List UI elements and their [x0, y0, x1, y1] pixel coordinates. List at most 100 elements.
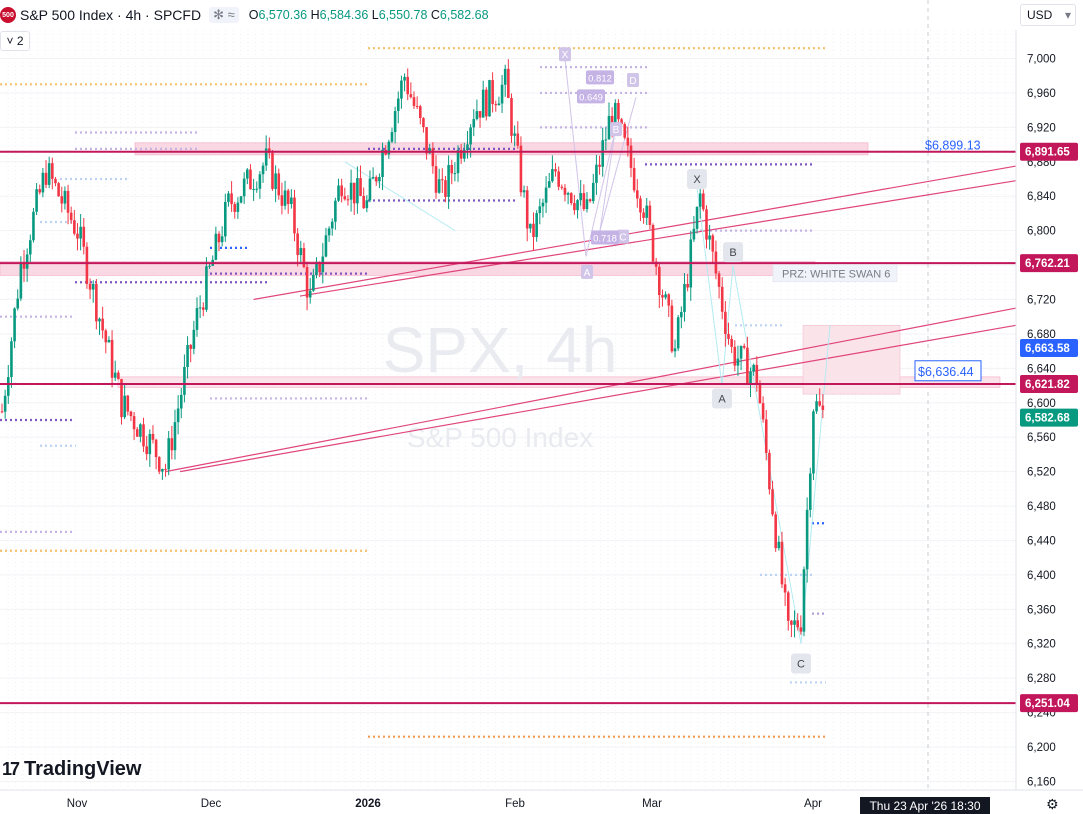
candle-body — [635, 190, 639, 199]
collapse-indicators-button[interactable]: ˅ 2 — [0, 31, 30, 51]
watermark-name: S&P 500 Index — [407, 422, 593, 453]
candle-body — [255, 188, 259, 190]
candle-body — [783, 584, 787, 593]
candle-body — [277, 173, 281, 196]
candle-body — [739, 345, 743, 359]
wave-point-bg — [712, 388, 732, 409]
pattern-leg — [599, 97, 637, 231]
candle-body — [598, 164, 601, 167]
price-tag-bg — [1020, 339, 1078, 358]
candle-body — [802, 569, 806, 632]
candle-body — [57, 183, 60, 197]
candle-body — [390, 132, 394, 142]
candle-body — [692, 228, 696, 240]
candle-body — [780, 541, 784, 585]
candle-body — [246, 169, 249, 179]
candle-body — [544, 187, 548, 203]
candle-body — [186, 345, 189, 368]
candle-body — [214, 233, 218, 260]
close-value: 6,582.68 — [439, 8, 489, 22]
candle-body — [503, 68, 507, 85]
crosshair-date-label: Thu 23 Apr '26 18:30 — [860, 797, 990, 814]
candle-body — [16, 298, 20, 309]
candle-body — [403, 76, 406, 81]
candle-body — [538, 206, 542, 214]
candle-body — [22, 262, 26, 269]
candle-body — [387, 141, 391, 155]
tradingview-logo[interactable]: 17 TradingView — [2, 758, 141, 781]
candle-body — [268, 148, 271, 153]
candle-body — [547, 181, 551, 188]
candle-body — [189, 345, 193, 349]
candle-body — [661, 295, 664, 298]
price-axis-bg — [1016, 0, 1083, 790]
candle-body — [604, 139, 608, 141]
highlight-zones — [0, 142, 1001, 395]
pattern-leg — [599, 131, 616, 231]
currency-selector[interactable]: USD ▾ — [1020, 4, 1076, 26]
candle-body — [576, 200, 579, 211]
candle-body — [566, 193, 570, 195]
candle-body — [683, 283, 686, 313]
harmonic-pattern[interactable] — [344, 58, 831, 644]
candle-body — [107, 339, 111, 343]
candle-body — [318, 262, 321, 273]
price-tick-label: 6,720 — [1027, 294, 1056, 306]
price-axis[interactable]: 7,0006,9606,9206,8806,8406,8006,7606,720… — [1015, 0, 1083, 790]
candle-body — [66, 190, 70, 213]
candle-body — [796, 620, 799, 628]
trendline-upper — [299, 180, 1017, 297]
candle-body — [315, 262, 318, 275]
candle-body — [497, 103, 501, 106]
symbol-title[interactable]: S&P 500 Index · 4h · SPCFD — [20, 7, 202, 23]
candle-body — [607, 115, 611, 140]
candle-body — [242, 178, 246, 197]
annotations: $6,899.13 $6,636.44 PRZ: WHITE SWAN 6 X A B C D… — [559, 47, 982, 674]
price-tag-label: 6,251.04 — [1025, 698, 1070, 710]
candle-body — [491, 80, 494, 105]
candle-body — [95, 283, 98, 322]
candle-body — [51, 163, 54, 179]
price-tick-label: 6,480 — [1027, 501, 1056, 513]
pattern-point-label: C — [619, 233, 626, 244]
candle-body — [173, 422, 177, 451]
time-axis[interactable]: Nov Dec 2026 Feb Mar Apr — [0, 789, 1083, 810]
candle-body — [400, 80, 403, 99]
candle-body — [0, 411, 4, 413]
candle-body — [10, 341, 13, 378]
candle-body — [290, 197, 293, 205]
price-tick-label: 6,680 — [1027, 329, 1056, 341]
candle-body — [396, 98, 400, 111]
candle-body — [76, 233, 79, 239]
candle-body — [139, 424, 142, 437]
trendlines[interactable] — [165, 165, 1017, 473]
indicator-icons[interactable]: ✻ ≈ — [209, 7, 239, 23]
candle-body — [280, 195, 284, 206]
candle-body — [790, 620, 793, 625]
time-tick-label: Nov — [67, 798, 88, 810]
price-tag-label: 6,582.68 — [1025, 413, 1070, 425]
pattern-point-label: X — [562, 50, 569, 61]
candle-body — [217, 233, 221, 243]
candle-body — [469, 127, 472, 145]
candle-body — [588, 199, 592, 202]
candle-body — [472, 119, 476, 128]
candle-body — [532, 223, 535, 238]
candle-body — [749, 371, 752, 384]
candle-body — [129, 411, 133, 417]
candle-body — [758, 384, 762, 404]
price-tick-label: 6,320 — [1027, 639, 1056, 651]
gear-icon[interactable]: ⚙ — [1046, 796, 1059, 812]
candle-body — [463, 150, 466, 159]
candle-body — [560, 186, 564, 188]
price-tick-label: 6,640 — [1027, 363, 1056, 375]
horizontal-levels[interactable] — [0, 150, 1016, 705]
brand-name: TradingView — [24, 758, 142, 780]
candle-body — [761, 403, 765, 420]
candle-body — [579, 193, 582, 201]
candle-body — [148, 433, 152, 455]
wave-leg — [696, 187, 723, 386]
candle-body — [418, 106, 422, 119]
price-tag-label: 6,663.58 — [1025, 343, 1070, 355]
